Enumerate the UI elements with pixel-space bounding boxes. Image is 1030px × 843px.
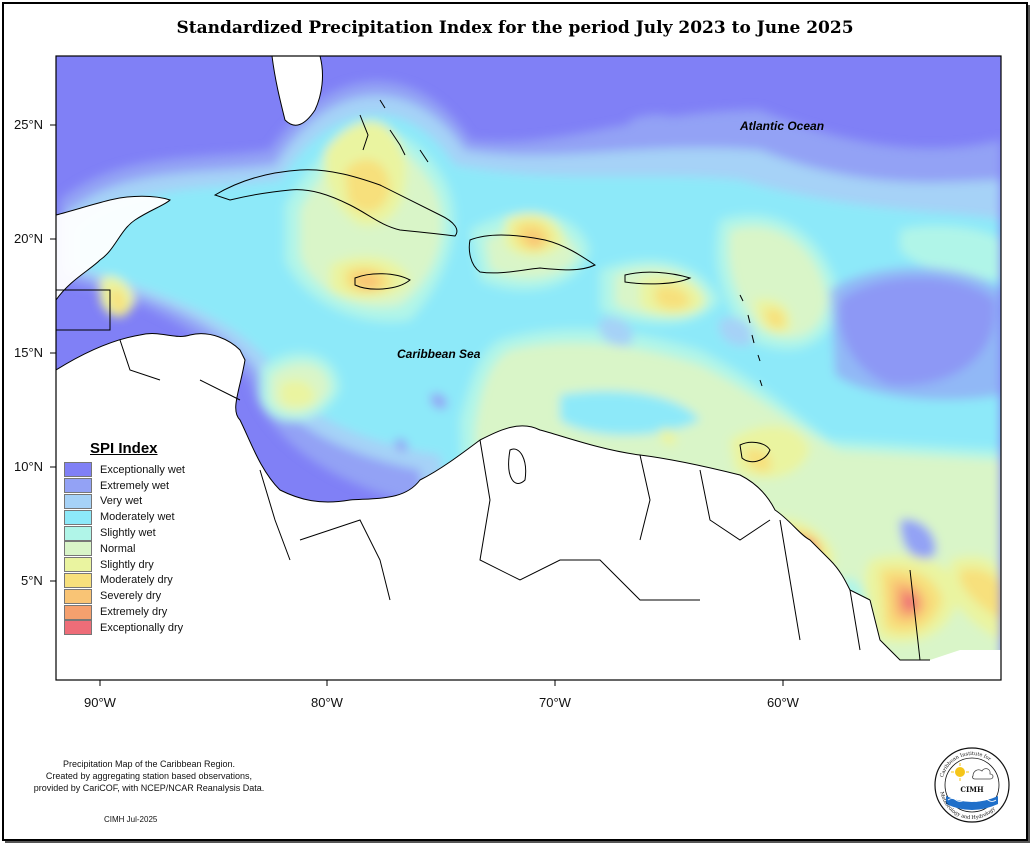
legend-item: Exceptionally wet [64,462,185,478]
lat-label-25n: 25°N [14,117,44,132]
cloud-icon [972,768,994,780]
legend-item: Slightly dry [64,557,185,573]
sun-icon [955,767,965,777]
credit-line-3: provided by CariCOF, with NCEP/NCAR Rean… [33,783,265,793]
legend-label: Severely dry [100,590,162,603]
legend-label: Slightly wet [100,527,156,540]
legend-item: Moderately wet [64,509,185,525]
legend-swatch [64,462,92,478]
legend-label: Slightly dry [100,558,154,571]
credit-date: CIMH Jul-2025 [104,815,158,824]
legend-label: Normal [100,542,136,555]
lon-label-80w: 80°W [311,695,343,710]
legend-item: Slightly wet [64,525,185,541]
legend-swatch [64,525,92,541]
legend-item: Extremely wet [64,478,185,494]
legend-swatch [64,478,92,494]
legend-item: Very wet [64,493,185,510]
axis-ticks [50,124,784,686]
credit-line-1: Precipitation Map of the Caribbean Regio… [62,759,236,769]
legend-label: Extremely dry [100,606,168,619]
atlantic-ocean-label: Atlantic Ocean [740,119,825,133]
legend-item: Moderately dry [64,572,185,589]
credit-line-2: Created by aggregating station based obs… [45,771,253,781]
legend-swatch [64,572,92,588]
waves-icon [946,796,998,810]
legend-swatch [64,620,92,636]
map-title: Standardized Precipitation Index for the… [176,18,854,38]
spi-legend: SPI Index Exceptionally wet Extremely wet… [64,440,185,636]
legend-title: SPI Index [90,440,158,457]
coastlines [56,56,930,661]
credits: Precipitation Map of the Caribbean Regio… [8,758,290,794]
caribbean-sea-label: Caribbean Sea [397,347,481,361]
legend-swatch [64,509,92,525]
legend-swatch [64,557,92,573]
cimh-logo: CIMH Caribbean Institute for Meteorology… [934,747,1010,823]
legend-swatch [64,541,92,557]
logo-text: CIMH [960,785,984,794]
legend-swatch [64,493,92,509]
legend-label: Moderately wet [100,511,175,524]
legend-label: Very wet [100,495,143,508]
legend-swatch [64,604,92,620]
legend-item: Extremely dry [64,604,185,620]
legend-swatch [64,588,92,604]
lon-label-60w: 60°W [767,695,799,710]
legend-label: Exceptionally wet [100,463,185,476]
lon-label-70w: 70°W [539,695,571,710]
legend-item: Exceptionally dry [64,620,185,636]
lat-label-15n: 15°N [14,345,44,360]
legend-item: Normal [64,541,185,557]
lat-label-10n: 10°N [14,459,44,474]
lon-label-90w: 90°W [84,695,116,710]
legend-label: Moderately dry [100,574,173,587]
lat-label-5n: 5°N [21,573,43,588]
legend-label: Extremely wet [100,479,170,492]
lat-label-20n: 20°N [14,231,44,246]
map-border [55,55,1002,681]
legend-item: Severely dry [64,588,185,604]
legend-label: Exceptionally dry [100,621,184,634]
